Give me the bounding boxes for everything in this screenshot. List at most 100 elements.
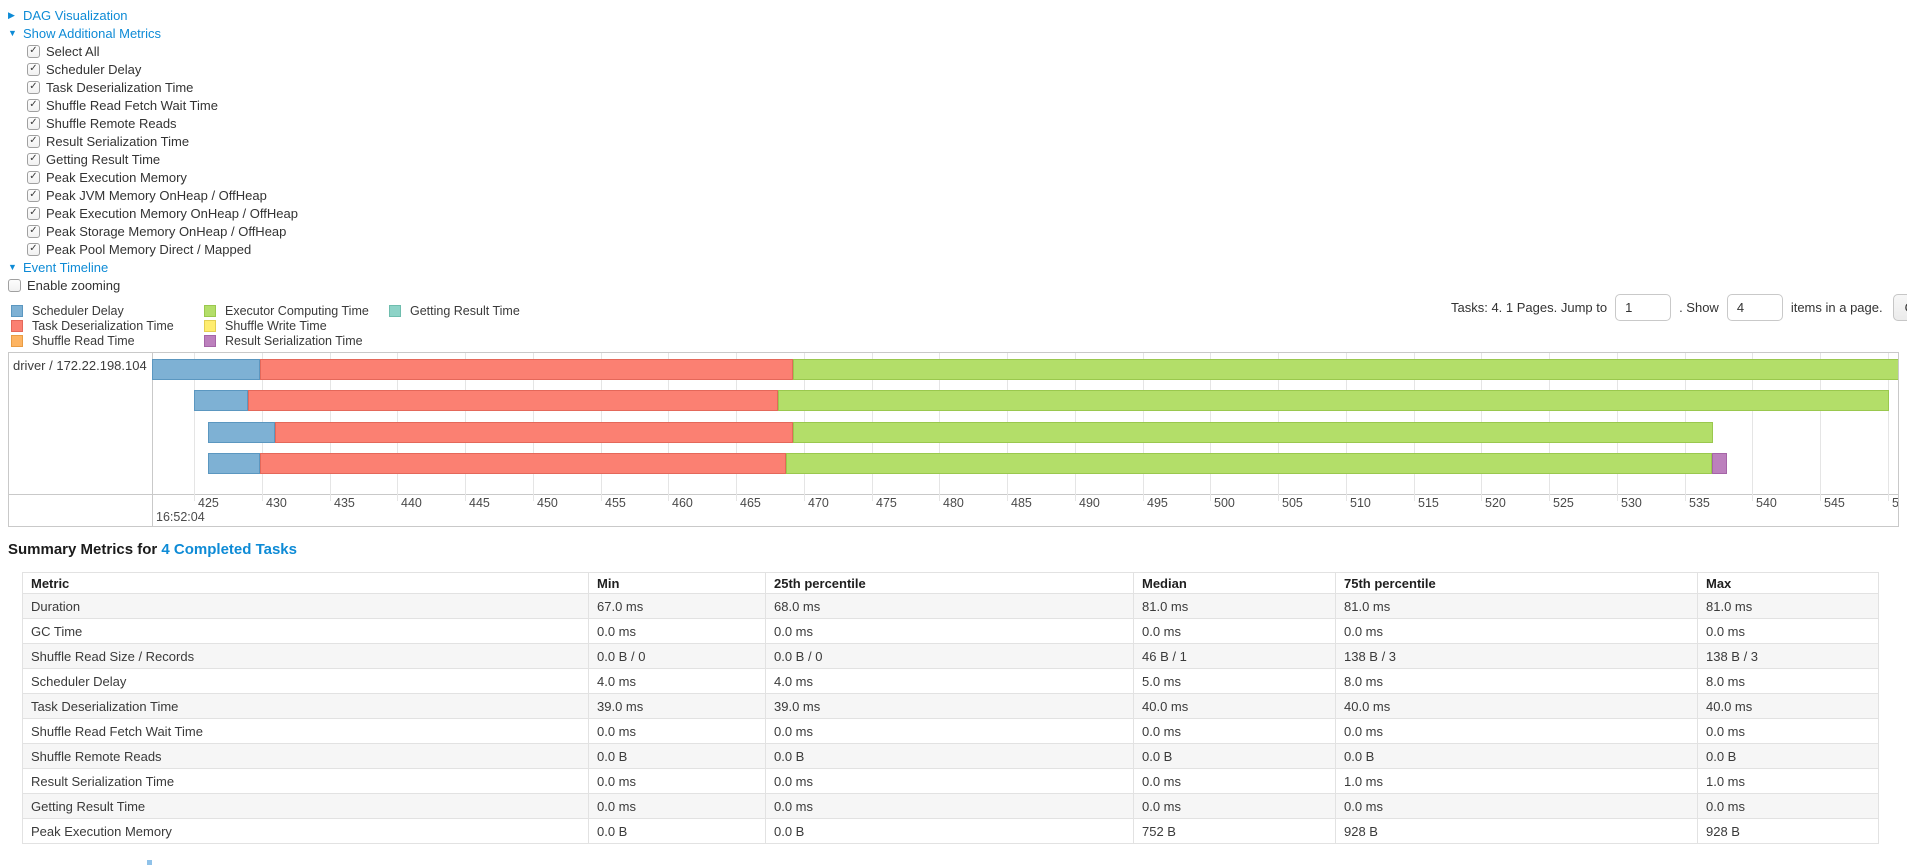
checkbox-icon[interactable]: ✓ bbox=[27, 116, 40, 130]
column-header: 75th percentile bbox=[1335, 572, 1698, 594]
go-button[interactable]: Go bbox=[1892, 293, 1907, 321]
metric-name-cell: Shuffle Read Size / Records bbox=[22, 643, 589, 669]
metric-checkbox-row[interactable]: ✓ Peak JVM Memory OnHeap / OffHeap bbox=[27, 186, 298, 204]
axis-tick-label: 535 bbox=[1689, 496, 1710, 510]
summary-metrics-heading: Summary Metrics for 4 Completed Tasks bbox=[8, 541, 297, 558]
checkbox-icon[interactable]: ✓ bbox=[27, 44, 40, 58]
column-header: 25th percentile bbox=[765, 572, 1134, 594]
task-bar-segment-task-deserialization[interactable] bbox=[260, 453, 786, 474]
metric-checkbox-row[interactable]: ✓ Scheduler Delay bbox=[27, 60, 298, 78]
show-additional-metrics-toggle[interactable]: ▼ Show Additional Metrics bbox=[8, 24, 298, 42]
legend-item: Task Deserialization Time bbox=[11, 319, 174, 333]
stage-controls: ▶ DAG Visualization ▼ Show Additional Me… bbox=[8, 6, 298, 294]
metric-value-cell: 752 B bbox=[1133, 818, 1336, 844]
axis-gridline bbox=[1820, 353, 1821, 501]
metric-value-cell: 0.0 ms bbox=[1697, 793, 1879, 819]
checkbox-icon[interactable]: ✓ bbox=[27, 80, 40, 94]
metric-value-cell: 40.0 ms bbox=[1133, 693, 1336, 719]
checkbox-icon[interactable]: ✓ bbox=[27, 152, 40, 166]
metric-value-cell: 81.0 ms bbox=[1133, 593, 1336, 619]
metric-checkbox-label: Peak Execution Memory OnHeap / OffHeap bbox=[46, 205, 298, 221]
metric-checkbox-row[interactable]: ✓ Shuffle Remote Reads bbox=[27, 114, 298, 132]
metric-value-cell: 81.0 ms bbox=[1697, 593, 1879, 619]
metric-value-cell: 928 B bbox=[1335, 818, 1698, 844]
checkbox-icon[interactable]: ✓ bbox=[27, 188, 40, 202]
metric-checkbox-row[interactable]: ✓ Peak Execution Memory bbox=[27, 168, 298, 186]
checkbox-icon[interactable]: ✓ bbox=[27, 206, 40, 220]
metric-checkbox-label: Shuffle Remote Reads bbox=[46, 115, 177, 131]
items-per-page-input[interactable] bbox=[1726, 293, 1783, 321]
task-bar-segment-executor-computing[interactable] bbox=[793, 422, 1713, 443]
task-bar-segment-scheduler-delay[interactable] bbox=[194, 390, 248, 411]
task-bar-segment-scheduler-delay[interactable] bbox=[152, 359, 260, 380]
axis-tick-label: 550 bbox=[1892, 496, 1899, 510]
executor-group-label: driver / 172.22.198.104 bbox=[13, 358, 147, 373]
completed-tasks-link[interactable]: 4 Completed Tasks bbox=[161, 541, 297, 558]
metric-checkbox-row[interactable]: ✓ Peak Execution Memory OnHeap / OffHeap bbox=[27, 204, 298, 222]
task-bar-segment-task-deserialization[interactable] bbox=[275, 422, 793, 443]
axis-tick-label: 525 bbox=[1553, 496, 1574, 510]
metric-value-cell: 138 B / 3 bbox=[1335, 643, 1698, 669]
column-header: Median bbox=[1133, 572, 1336, 594]
checkbox-icon[interactable]: ✓ bbox=[27, 170, 40, 184]
metric-value-cell: 0.0 ms bbox=[765, 793, 1134, 819]
task-bar-segment-executor-computing[interactable] bbox=[793, 359, 1898, 380]
metric-checkbox-row[interactable]: ✓ Task Deserialization Time bbox=[27, 78, 298, 96]
metric-checkbox-row[interactable]: ✓ Peak Storage Memory OnHeap / OffHeap bbox=[27, 222, 298, 240]
event-timeline-toggle[interactable]: ▼ Event Timeline bbox=[8, 258, 298, 276]
column-header: Min bbox=[588, 572, 766, 594]
enable-zooming-label: Enable zooming bbox=[27, 277, 121, 293]
legend-column: Getting Result Time bbox=[389, 304, 520, 319]
enable-zooming-checkbox[interactable] bbox=[8, 278, 21, 292]
task-pagination: Tasks: 4. 1 Pages. Jump to . Show items … bbox=[1449, 292, 1907, 322]
metric-value-cell: 0.0 ms bbox=[1133, 793, 1336, 819]
checkbox-icon[interactable]: ✓ bbox=[27, 98, 40, 112]
task-bar-segment-scheduler-delay[interactable] bbox=[208, 453, 260, 474]
metric-value-cell: 0.0 ms bbox=[588, 718, 766, 744]
metric-checkbox-row[interactable]: ✓ Select All bbox=[27, 42, 298, 60]
chevron-right-icon: ▶ bbox=[8, 9, 15, 20]
metric-value-cell: 39.0 ms bbox=[588, 693, 766, 719]
axis-gridline bbox=[194, 353, 195, 501]
task-bar-segment-task-deserialization[interactable] bbox=[260, 359, 793, 380]
metric-checkbox-row[interactable]: ✓ Peak Pool Memory Direct / Mapped bbox=[27, 240, 298, 258]
axis-tick-label: 495 bbox=[1147, 496, 1168, 510]
metric-checkbox-label: Result Serialization Time bbox=[46, 133, 190, 149]
task-bar-segment-result-serialization[interactable] bbox=[1712, 453, 1727, 474]
scheduler-delay-swatch-icon bbox=[11, 305, 23, 317]
dag-visualization-toggle[interactable]: ▶ DAG Visualization bbox=[8, 6, 298, 24]
task-bar-segment-scheduler-delay[interactable] bbox=[208, 422, 275, 443]
metric-name-cell: Shuffle Read Fetch Wait Time bbox=[22, 718, 589, 744]
checkbox-icon[interactable]: ✓ bbox=[27, 242, 40, 256]
metric-value-cell: 0.0 B bbox=[588, 743, 766, 769]
checkbox-icon[interactable]: ✓ bbox=[27, 224, 40, 238]
table-row: Scheduler Delay 4.0 ms 4.0 ms 5.0 ms 8.0 ms 8… bbox=[22, 668, 1879, 694]
task-bar-segment-executor-computing[interactable] bbox=[778, 390, 1889, 411]
metric-checkbox-row[interactable]: ✓ Getting Result Time bbox=[27, 150, 298, 168]
legend-label: Result Serialization Time bbox=[225, 334, 363, 348]
task-bar-segment-task-deserialization[interactable] bbox=[248, 390, 778, 411]
legend-item: Scheduler Delay bbox=[11, 304, 174, 318]
axis-tick-label: 430 bbox=[266, 496, 287, 510]
enable-zooming-row[interactable]: Enable zooming bbox=[8, 276, 298, 294]
event-timeline-chart: driver / 172.22.198.104 425 430 435 440 445 4… bbox=[8, 352, 1899, 527]
metric-value-cell: 0.0 B bbox=[1335, 743, 1698, 769]
jump-to-page-input[interactable] bbox=[1615, 293, 1672, 321]
legend-label: Executor Computing Time bbox=[225, 304, 369, 318]
checkbox-icon[interactable]: ✓ bbox=[27, 62, 40, 76]
task-bar-segment-executor-computing[interactable] bbox=[786, 453, 1712, 474]
axis-tick-label: 490 bbox=[1079, 496, 1100, 510]
metric-checkbox-list: ✓ Select All ✓ Scheduler Delay ✓ Task Deseria… bbox=[8, 42, 298, 258]
table-header-row: Metric Min 25th percentile Median 75th perce… bbox=[22, 572, 1879, 594]
metric-value-cell: 40.0 ms bbox=[1697, 693, 1879, 719]
metric-name-cell: Getting Result Time bbox=[22, 793, 589, 819]
shuffle-read-swatch-icon bbox=[11, 335, 23, 347]
axis-tick-label: 475 bbox=[876, 496, 897, 510]
table-row: Getting Result Time 0.0 ms 0.0 ms 0.0 ms 0.0… bbox=[22, 793, 1879, 819]
metric-checkbox-row[interactable]: ✓ Result Serialization Time bbox=[27, 132, 298, 150]
dag-visualization-label: DAG Visualization bbox=[23, 7, 128, 23]
metric-checkbox-row[interactable]: ✓ Shuffle Read Fetch Wait Time bbox=[27, 96, 298, 114]
axis-tick-label: 480 bbox=[943, 496, 964, 510]
checkbox-icon[interactable]: ✓ bbox=[27, 134, 40, 148]
